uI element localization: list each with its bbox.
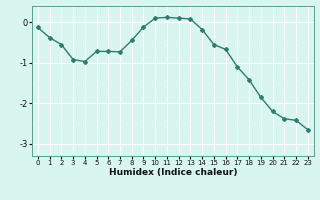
X-axis label: Humidex (Indice chaleur): Humidex (Indice chaleur) bbox=[108, 168, 237, 177]
